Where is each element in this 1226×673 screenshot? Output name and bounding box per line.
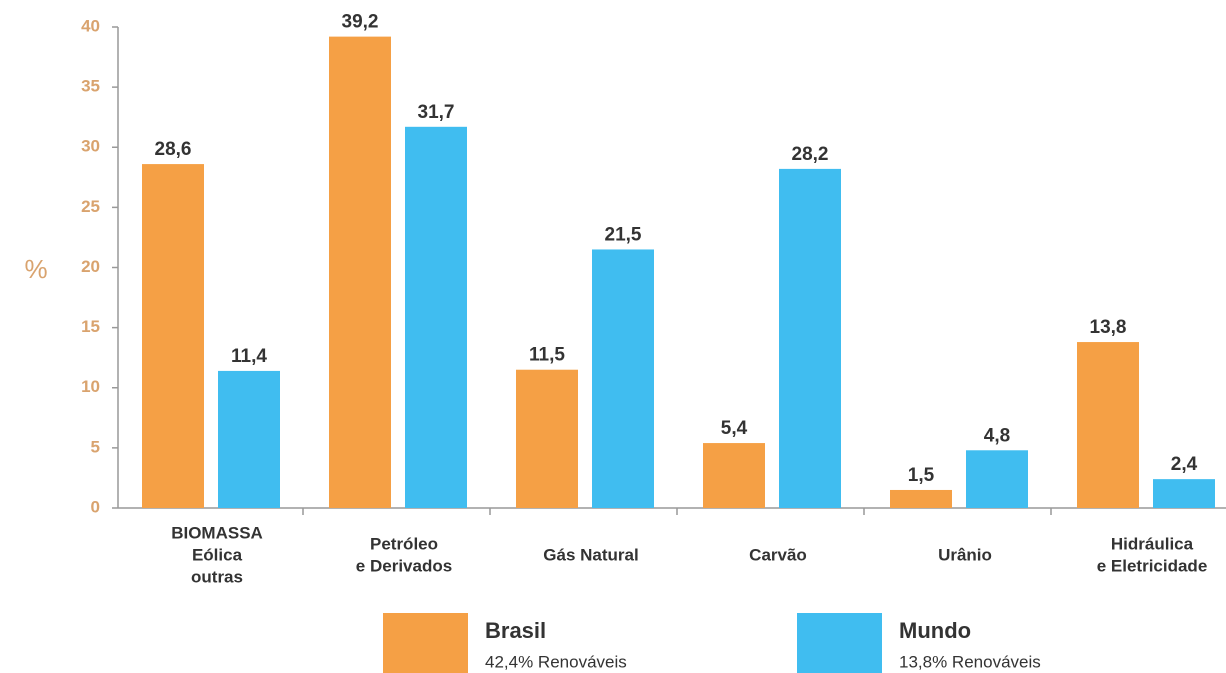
bar: [405, 126, 467, 509]
x-tick-label: Carvão: [749, 545, 807, 564]
bar: [592, 249, 654, 508]
x-tick-label: outras: [191, 567, 243, 586]
x-tick-label: e Eletricidade: [1097, 556, 1208, 575]
value-label: 13,8: [1090, 317, 1127, 338]
bar: [142, 164, 204, 508]
bar: [1077, 342, 1139, 508]
y-tick-label: 15: [81, 317, 100, 336]
value-label: 5,4: [721, 418, 748, 439]
bar: [703, 443, 765, 508]
bar: [890, 489, 952, 508]
bar: [218, 370, 280, 508]
value-label: 4,8: [984, 425, 1010, 446]
y-tick-label: 30: [81, 137, 100, 156]
bar: [516, 369, 578, 508]
bar: [329, 36, 391, 509]
y-tick-label: 5: [91, 437, 100, 456]
value-label: 21,5: [605, 224, 642, 245]
bar: [1153, 479, 1215, 508]
y-tick-label: 10: [81, 377, 100, 396]
bar: [779, 168, 841, 508]
legend-note: 13,8% Renováveis: [899, 652, 1041, 671]
legend-swatch: [797, 613, 882, 673]
legend-label: Brasil: [485, 618, 546, 643]
value-label: 11,5: [529, 345, 565, 366]
legend-swatch: [383, 613, 468, 673]
legend-label: Mundo: [899, 618, 971, 643]
x-tick-label: Urânio: [938, 545, 992, 564]
x-tick-label: Hidráulica: [1111, 534, 1194, 553]
y-tick-label: 40: [81, 16, 100, 35]
value-label: 1,5: [908, 465, 935, 486]
value-label: 28,6: [155, 139, 192, 160]
x-tick-label: Petróleo: [370, 534, 438, 553]
y-tick-label: 35: [81, 77, 100, 96]
y-tick-label: 0: [91, 497, 100, 516]
value-label: 28,2: [792, 144, 829, 165]
value-label: 2,4: [1171, 454, 1198, 475]
legend-note: 42,4% Renováveis: [485, 652, 627, 671]
x-tick-label: Gás Natural: [543, 545, 638, 564]
y-axis-label: %: [24, 254, 47, 284]
y-tick-label: 20: [81, 257, 100, 276]
x-tick-label: BIOMASSA: [171, 523, 263, 542]
value-label: 11,4: [231, 346, 267, 367]
value-label: 39,2: [342, 12, 379, 33]
value-label: 31,7: [418, 102, 455, 123]
x-tick-label: e Derivados: [356, 556, 452, 575]
x-tick-label: Eólica: [192, 545, 243, 564]
y-tick-label: 25: [81, 197, 100, 216]
bar: [966, 450, 1028, 508]
